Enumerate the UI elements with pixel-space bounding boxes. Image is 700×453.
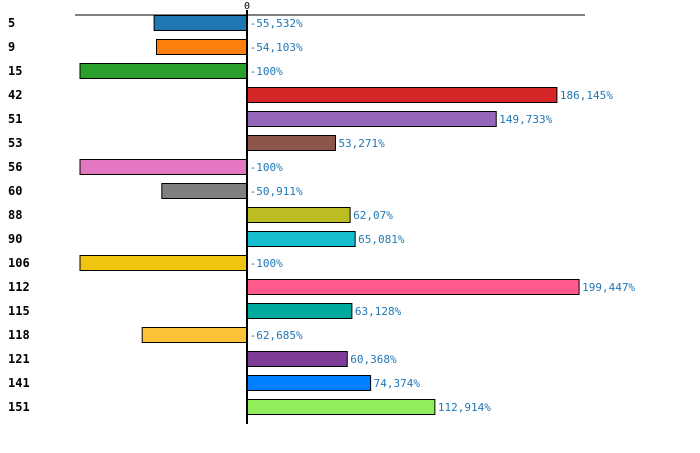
bar <box>246 231 356 247</box>
value-label: -55,532% <box>250 17 303 30</box>
bar <box>246 279 580 295</box>
bar <box>246 303 353 319</box>
bar <box>153 15 248 31</box>
category-label: 141 <box>8 376 30 390</box>
x-tick-label: 0 <box>244 1 250 12</box>
value-label: 65,081% <box>358 233 405 246</box>
bar <box>246 87 558 103</box>
bar <box>79 63 248 79</box>
value-label: -100% <box>250 161 283 174</box>
bar <box>246 399 436 415</box>
category-label: 9 <box>8 40 15 54</box>
category-label: 56 <box>8 160 22 174</box>
category-label: 118 <box>8 328 30 342</box>
value-label: 53,271% <box>338 137 385 150</box>
bar <box>246 375 372 391</box>
category-label: 112 <box>8 280 30 294</box>
value-label: 149,733% <box>499 113 552 126</box>
category-label: 88 <box>8 208 22 222</box>
bar <box>155 39 248 55</box>
bar <box>246 111 497 127</box>
value-label: 199,447% <box>582 281 635 294</box>
category-label: 115 <box>8 304 30 318</box>
value-label: -100% <box>250 257 283 270</box>
bar <box>161 183 248 199</box>
category-label: 60 <box>8 184 22 198</box>
value-label: 63,128% <box>355 305 402 318</box>
category-label: 5 <box>8 16 15 30</box>
value-label: -100% <box>250 65 283 78</box>
bar <box>79 255 248 271</box>
category-label: 90 <box>8 232 22 246</box>
category-label: 15 <box>8 64 22 78</box>
category-label: 151 <box>8 400 30 414</box>
bar <box>141 327 248 343</box>
category-label: 53 <box>8 136 22 150</box>
value-label: 186,145% <box>560 89 613 102</box>
category-label: 121 <box>8 352 30 366</box>
value-label: 62,07% <box>353 209 393 222</box>
value-label: -50,911% <box>250 185 303 198</box>
value-label: 74,374% <box>374 377 421 390</box>
category-label: 106 <box>8 256 30 270</box>
category-label: 42 <box>8 88 22 102</box>
category-label: 51 <box>8 112 22 126</box>
bar <box>79 159 248 175</box>
bar <box>246 207 351 223</box>
value-label: -54,103% <box>250 41 303 54</box>
bar <box>246 351 348 367</box>
value-label: 112,914% <box>438 401 491 414</box>
value-label: -62,685% <box>250 329 303 342</box>
bar <box>246 135 336 151</box>
value-label: 60,368% <box>350 353 397 366</box>
